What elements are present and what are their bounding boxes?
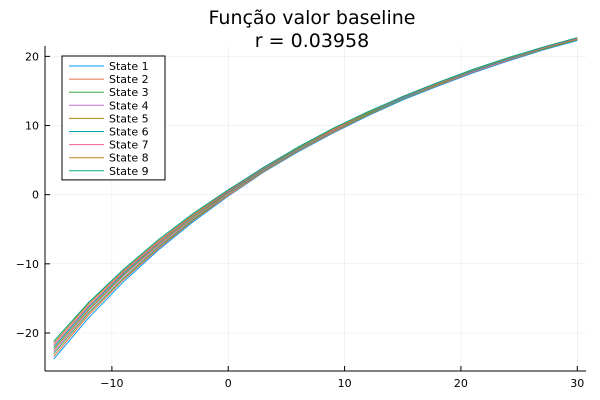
series-line-state-4: [53, 38, 578, 352]
series-line-state-2: [53, 39, 578, 357]
legend-label: State 8: [109, 152, 149, 165]
y-tick-label: 10: [25, 120, 39, 133]
legend-label: State 3: [109, 86, 149, 99]
legend-label: State 5: [109, 112, 149, 125]
series-group: [53, 37, 578, 360]
x-tick-label: 0: [225, 377, 232, 390]
x-tick-label: 10: [338, 377, 352, 390]
legend-label: State 1: [109, 60, 149, 73]
legend-label: State 9: [109, 165, 149, 178]
y-tick-label: 20: [25, 50, 39, 63]
x-tick-label: 30: [570, 377, 584, 390]
chart-subtitle: r = 0.03958: [255, 30, 369, 52]
legend-label: State 4: [109, 99, 149, 112]
axes: −10 0 10 20 30 −20 −10 0 10 20: [16, 46, 586, 390]
y-tick-label: 0: [32, 189, 39, 202]
series-line-state-9: [53, 37, 578, 342]
legend-label: State 2: [109, 73, 149, 86]
legend-label: State 7: [109, 139, 149, 152]
series-line-state-1: [53, 40, 578, 360]
legend-label: State 6: [109, 126, 149, 139]
series-line-state-8: [53, 37, 578, 344]
chart-title: Função valor baseline: [209, 7, 416, 29]
y-tick-label: −20: [16, 327, 39, 340]
x-tick-label: 20: [454, 377, 468, 390]
y-tick-label: −10: [16, 258, 39, 271]
x-tick-label: −10: [100, 377, 123, 390]
